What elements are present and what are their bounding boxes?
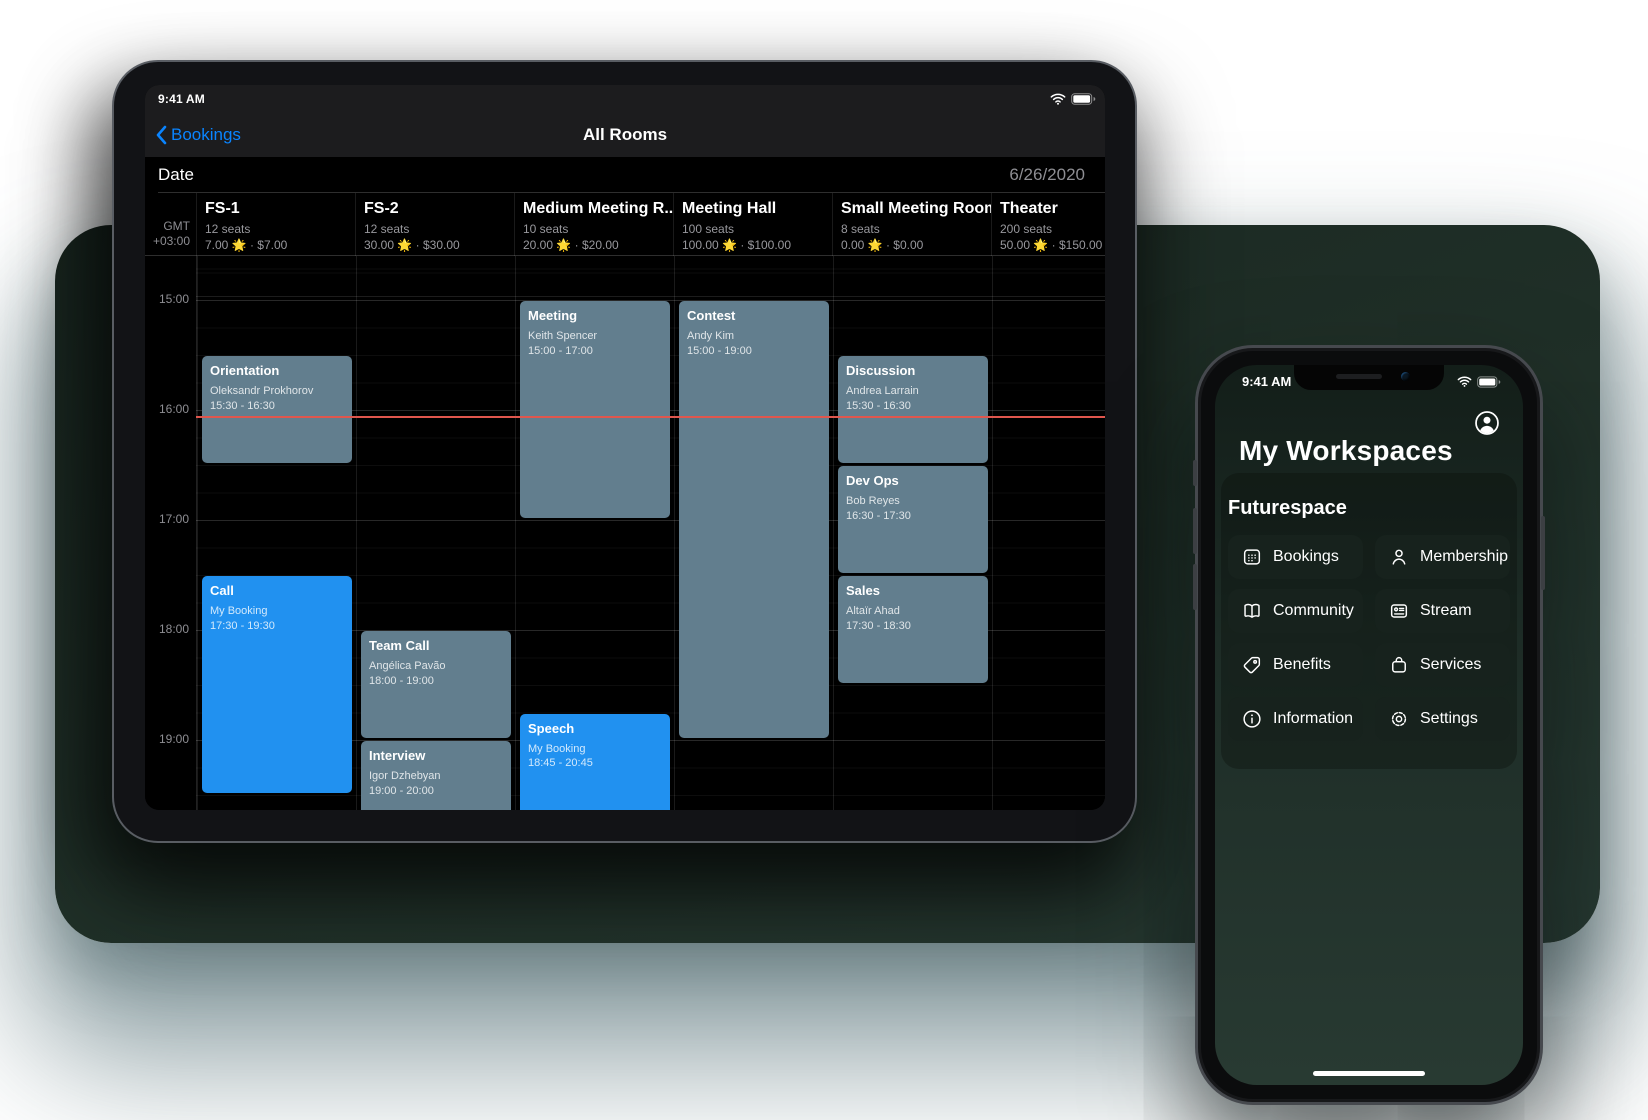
volume-down-button: [1193, 564, 1197, 610]
time-label: 16:00: [158, 402, 189, 416]
ipad-nav-bar: Bookings All Rooms: [145, 112, 1105, 157]
info-icon: [1241, 708, 1263, 730]
chevron-left-icon: [155, 125, 167, 145]
time-label: 18:00: [158, 622, 189, 636]
stream-button[interactable]: Stream: [1375, 589, 1510, 633]
event-block[interactable]: Speech My Booking 18:45 - 20:45: [520, 713, 670, 810]
current-time-line: [196, 415, 1105, 418]
iphone-clock: 9:41 AM: [1242, 374, 1292, 389]
services-button[interactable]: Services: [1375, 643, 1510, 687]
room-header: FS-1 12 seats 7.00 🌟 · $7.00: [196, 193, 355, 256]
workspace-menu: Bookings Membership: [1228, 535, 1510, 741]
calendar-icon: [1241, 546, 1263, 568]
bag-icon: [1388, 654, 1410, 676]
event-block[interactable]: Discussion Andrea Larrain 15:30 - 16:30: [838, 356, 988, 463]
ipad-status-bar: 9:41 AM: [145, 85, 1105, 112]
card-icon: [1388, 600, 1410, 622]
time-label: 19:00: [158, 732, 189, 746]
schedule-grid: 15:00 16:00 17:00 18:00 19:00 Orientatio…: [145, 256, 1105, 810]
ipad-screen: 9:41 AM: [145, 85, 1105, 810]
bookings-button[interactable]: Bookings: [1228, 535, 1363, 579]
iphone-screen: 9:41 AM: [1215, 365, 1523, 1085]
workspace-section: Futurespace Bookings: [1221, 473, 1517, 769]
mute-switch: [1193, 460, 1197, 486]
iphone-status-bar: 9:41 AM: [1215, 374, 1523, 389]
profile-button[interactable]: [1473, 409, 1501, 437]
page-title: All Rooms: [582, 124, 668, 144]
room-header: Meeting Hall 100 seats 100.00 🌟 · $100.0…: [673, 193, 832, 256]
front-camera: [1401, 372, 1410, 381]
time-label: 15:00: [158, 292, 189, 306]
event-block[interactable]: Team Call Angélica Pavão 18:00 - 19:00: [361, 631, 511, 738]
event-block[interactable]: Orientation Oleksandr Prokhorov 15:30 - …: [202, 356, 352, 463]
room-header: Small Meeting Room 8 seats 0.00 🌟 · $0.0…: [832, 193, 991, 256]
wifi-icon: [1457, 376, 1472, 387]
power-button: [1541, 516, 1545, 590]
event-block[interactable]: Sales Altaïr Ahad 17:30 - 18:30: [838, 576, 988, 683]
membership-button[interactable]: Membership: [1375, 535, 1510, 579]
community-button[interactable]: Community: [1228, 589, 1363, 633]
room-header-row: GMT +03:00 FS-1 12 seats 7.00 🌟 · $7.00 …: [145, 193, 1105, 256]
event-block[interactable]: Call My Booking 17:30 - 19:30: [202, 576, 352, 793]
tag-icon: [1241, 654, 1263, 676]
information-button[interactable]: Information: [1228, 697, 1363, 741]
event-block[interactable]: Interview Igor Dzhebyan 19:00 - 20:00: [361, 741, 511, 810]
room-header: Medium Meeting R... 10 seats 20.00 🌟 · $…: [514, 193, 673, 256]
workspaces-title: My Workspaces: [1239, 435, 1453, 466]
room-header: FS-2 12 seats 30.00 🌟 · $30.00: [355, 193, 514, 256]
volume-up-button: [1193, 508, 1197, 554]
room-header: Theater 200 seats 50.00 🌟 · $150.00: [991, 193, 1105, 256]
person-icon: [1388, 546, 1410, 568]
back-button-label: Bookings: [171, 124, 241, 144]
settings-button[interactable]: Settings: [1375, 697, 1510, 741]
notch: [1294, 365, 1444, 390]
date-row[interactable]: Date 6/26/2020: [145, 157, 1105, 193]
ipad-device: 9:41 AM: [112, 60, 1137, 843]
benefits-button[interactable]: Benefits: [1228, 643, 1363, 687]
battery-icon: [1477, 375, 1501, 388]
date-label: Date: [158, 165, 194, 184]
date-value: 6/26/2020: [1009, 165, 1085, 184]
home-indicator[interactable]: [1313, 1071, 1425, 1076]
workspace-name: Futurespace: [1228, 497, 1347, 519]
book-icon: [1241, 600, 1263, 622]
event-block[interactable]: Dev Ops Bob Reyes 16:30 - 17:30: [838, 466, 988, 573]
battery-icon: [1071, 92, 1096, 105]
timezone-label: GMT +03:00: [152, 219, 190, 248]
ipad-clock: 9:41 AM: [158, 91, 205, 106]
iphone-device: 9:41 AM: [1193, 345, 1545, 1105]
event-block[interactable]: Meeting Keith Spencer 15:00 - 17:00: [520, 301, 670, 518]
gear-icon: [1388, 708, 1410, 730]
speaker-grille: [1336, 374, 1382, 379]
time-label: 17:00: [158, 512, 189, 526]
wifi-icon: [1050, 93, 1066, 105]
back-button[interactable]: Bookings: [145, 125, 241, 145]
event-block[interactable]: Contest Andy Kim 15:00 - 19:00: [679, 301, 829, 738]
